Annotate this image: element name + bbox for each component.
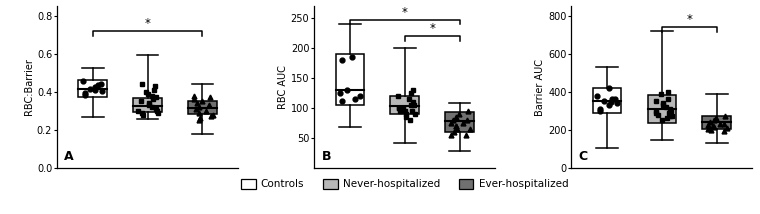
Legend: Controls, Never-hospitalized, Ever-hospitalized: Controls, Never-hospitalized, Ever-hospi… <box>241 179 568 189</box>
Y-axis label: Barrier AUC: Barrier AUC <box>535 58 545 116</box>
Y-axis label: RBC AUC: RBC AUC <box>278 65 288 109</box>
Bar <box>445 112 473 132</box>
Bar <box>188 101 217 114</box>
Text: *: * <box>429 22 435 35</box>
Text: *: * <box>144 17 150 30</box>
Text: C: C <box>578 150 587 163</box>
Text: A: A <box>65 150 74 163</box>
Bar <box>78 80 107 97</box>
Text: *: * <box>402 6 407 19</box>
Bar <box>702 116 731 129</box>
Text: B: B <box>321 150 331 163</box>
Bar <box>391 96 419 114</box>
Bar <box>593 88 621 113</box>
Bar <box>648 95 676 123</box>
Y-axis label: RBC:Barrier: RBC:Barrier <box>24 59 34 116</box>
Bar <box>133 98 162 112</box>
Text: *: * <box>686 13 692 26</box>
Bar <box>336 54 364 105</box>
